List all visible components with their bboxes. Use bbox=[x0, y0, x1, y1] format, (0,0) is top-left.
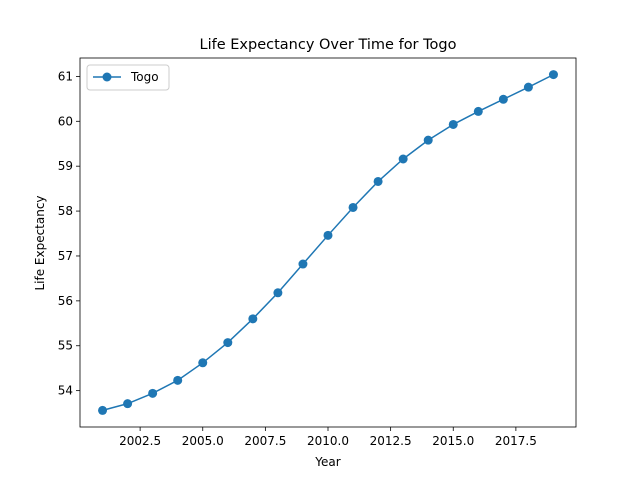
data-point bbox=[273, 288, 283, 298]
y-tick-label: 59 bbox=[58, 159, 73, 173]
y-tick-label: 61 bbox=[58, 69, 73, 83]
data-point bbox=[373, 176, 383, 186]
data-point bbox=[448, 119, 458, 129]
y-axis-ticks: 54 55 56 57 58 59 60 61 bbox=[58, 69, 80, 398]
series-layer bbox=[98, 70, 558, 415]
data-point bbox=[248, 314, 258, 324]
y-axis-label: Life Expectancy bbox=[33, 195, 47, 290]
data-point bbox=[148, 388, 158, 398]
data-point bbox=[123, 399, 133, 409]
data-point bbox=[223, 338, 233, 348]
y-tick-label: 54 bbox=[58, 384, 73, 398]
y-tick-label: 60 bbox=[58, 114, 73, 128]
x-tick-label: 2005.0 bbox=[182, 434, 224, 448]
x-tick-label: 2012.5 bbox=[370, 434, 412, 448]
y-tick-label: 58 bbox=[58, 204, 73, 218]
y-tick-label: 57 bbox=[58, 249, 73, 263]
x-axis-ticks: 2002.5 2005.0 2007.5 2010.0 2012.5 2015.0 2017… bbox=[119, 427, 537, 448]
data-point bbox=[423, 135, 433, 145]
y-tick-label: 55 bbox=[58, 339, 73, 353]
x-tick-label: 2007.5 bbox=[244, 434, 286, 448]
plot-area-frame bbox=[79, 57, 577, 428]
data-point bbox=[548, 70, 558, 80]
data-point bbox=[98, 405, 108, 415]
legend-label-togo: Togo bbox=[130, 70, 159, 84]
x-tick-label: 2017.5 bbox=[495, 434, 537, 448]
data-point bbox=[523, 82, 533, 92]
y-tick-label: 56 bbox=[58, 294, 73, 308]
data-point bbox=[398, 154, 408, 164]
data-point bbox=[173, 375, 183, 385]
chart-title: Life Expectancy Over Time for Togo bbox=[200, 37, 457, 53]
x-tick-label: 2002.5 bbox=[119, 434, 161, 448]
x-axis-label: Year bbox=[314, 455, 340, 469]
legend-box bbox=[86, 64, 170, 91]
legend-marker-swatch bbox=[102, 72, 112, 82]
data-point bbox=[498, 94, 508, 104]
legend: Togo bbox=[86, 64, 170, 91]
x-tick-label: 2010.0 bbox=[307, 434, 349, 448]
data-point bbox=[348, 202, 358, 212]
x-tick-label: 2015.0 bbox=[432, 434, 474, 448]
data-point bbox=[198, 358, 208, 368]
data-point bbox=[473, 106, 483, 116]
data-point bbox=[298, 259, 308, 269]
data-point bbox=[323, 230, 333, 240]
